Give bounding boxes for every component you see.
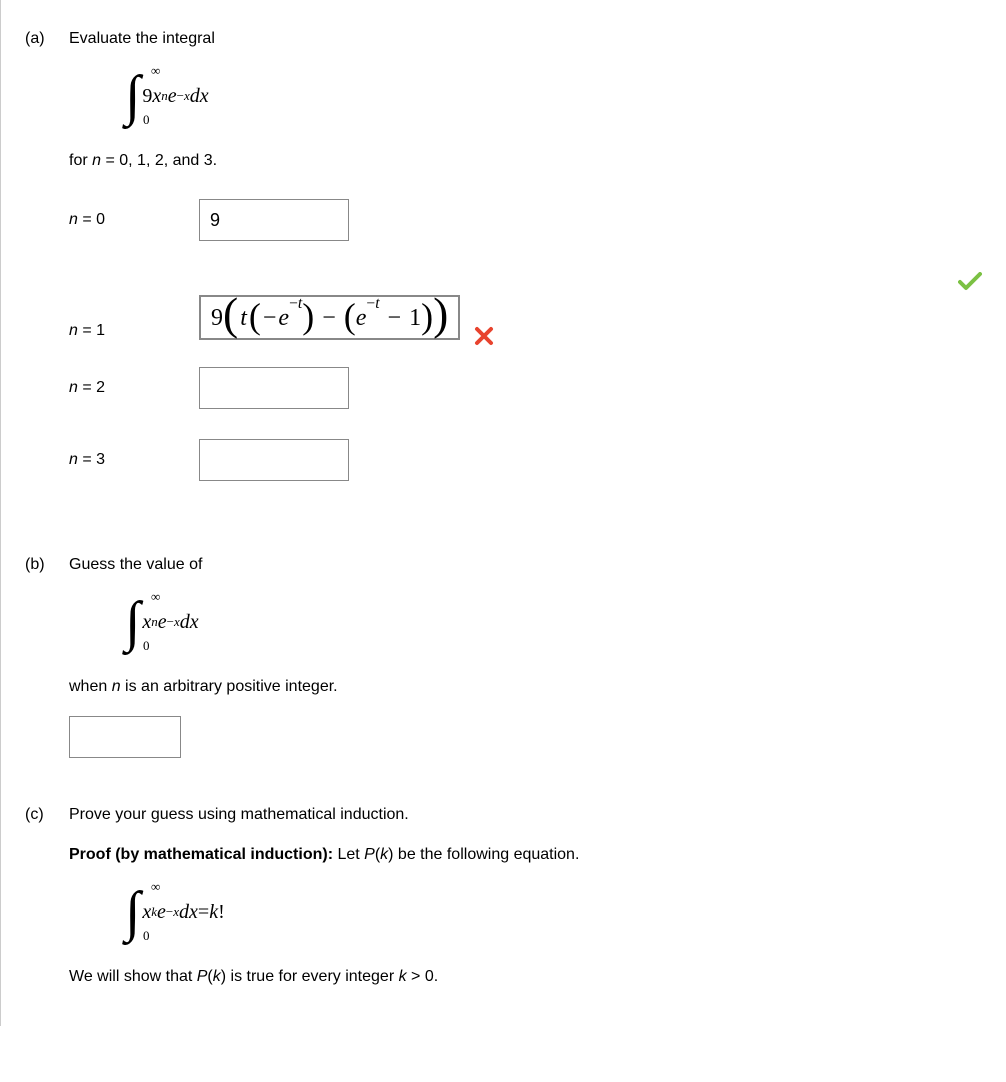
- part-b-integral: ∫ ∞ 0 xne−x dx: [125, 594, 982, 650]
- integral-symbol: ∫ ∞ 0: [125, 884, 140, 940]
- answer-row-n2: n = 2: [69, 364, 982, 412]
- part-c: (c) Prove your guess using mathematical …: [25, 806, 982, 986]
- part-b-label: (b): [25, 556, 69, 574]
- answer-row-n3: n = 3: [69, 436, 982, 484]
- answer-input-b[interactable]: [69, 716, 181, 758]
- answer-row-n1: n = 1 9(t(−e−t) − (e−t − 1)): [69, 292, 982, 340]
- part-c-label: (c): [25, 806, 69, 824]
- integral-symbol: ∫ ∞ 0: [125, 68, 140, 124]
- answer-input-n0[interactable]: 9: [199, 199, 349, 241]
- part-c-prompt: Prove your guess using mathematical indu…: [69, 806, 982, 824]
- part-c-closing: We will show that P(k) is true for every…: [69, 968, 982, 986]
- answer-input-n2[interactable]: [199, 367, 349, 409]
- part-b-after: when n is an arbitrary positive integer.: [69, 678, 982, 696]
- answer-row-n0: n = 0 9: [69, 196, 349, 244]
- x-icon: [474, 326, 494, 346]
- part-a-integral: ∫ ∞ 0 9xne−x dx: [125, 68, 982, 124]
- part-b-prompt: Guess the value of: [69, 556, 982, 574]
- part-a: (a) Evaluate the integral ∫ ∞ 0 9xne−x d…: [25, 30, 982, 508]
- check-icon: [788, 272, 982, 292]
- answer-input-n3[interactable]: [199, 439, 349, 481]
- part-a-label: (a): [25, 30, 69, 48]
- part-a-prompt: Evaluate the integral: [69, 30, 982, 48]
- part-c-integral: ∫ ∞ 0 xke−xdx = k!: [125, 884, 982, 940]
- part-b: (b) Guess the value of ∫ ∞ 0 xne−x dx: [25, 556, 982, 758]
- part-c-proof-line: Proof (by mathematical induction): Let P…: [69, 846, 982, 864]
- integral-symbol: ∫ ∞ 0: [125, 594, 140, 650]
- answer-input-n1[interactable]: 9(t(−e−t) − (e−t − 1)): [199, 295, 460, 340]
- part-a-for-text: for n = 0, 1, 2, and 3.: [69, 152, 982, 170]
